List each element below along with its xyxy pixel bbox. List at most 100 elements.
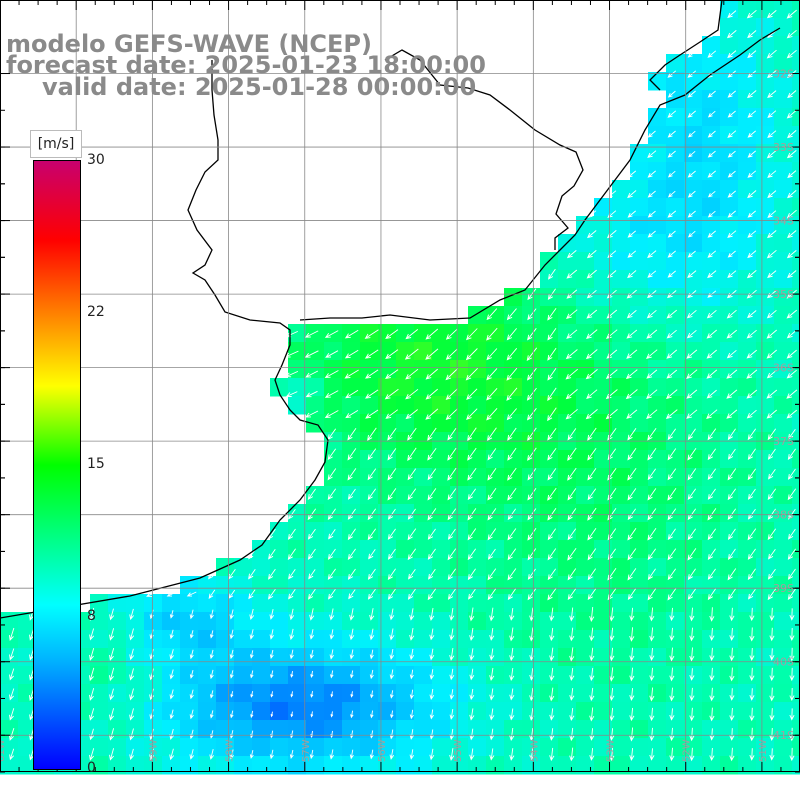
wind-arrow	[445, 368, 459, 381]
wind-arrow	[706, 389, 717, 399]
wind-arrow	[647, 528, 657, 541]
wind-arrow	[687, 428, 696, 441]
wind-arrow	[746, 369, 758, 379]
wind-arrow	[749, 647, 755, 662]
wind-arrow	[649, 727, 655, 742]
wind-arrow	[88, 607, 95, 622]
wind-arrow	[707, 548, 716, 561]
wind-arrow	[727, 170, 736, 178]
wind-arrow	[425, 408, 439, 420]
wind-arrow	[787, 130, 797, 139]
wind-arrow	[387, 588, 396, 600]
wind-arrow	[766, 409, 777, 419]
wind-arrow	[747, 230, 757, 238]
wind-arrow	[747, 70, 757, 78]
wind-arrow	[9, 688, 15, 701]
longitude-label: 56W	[377, 739, 388, 762]
wind-arrow	[768, 468, 776, 480]
wind-arrow	[288, 569, 296, 580]
wind-arrow	[768, 548, 776, 560]
wind-arrow	[747, 210, 756, 218]
wind-arrow	[566, 250, 577, 259]
wind-arrow	[747, 548, 756, 560]
wind-arrow	[567, 447, 577, 461]
wind-arrow	[229, 609, 234, 620]
wind-arrow	[747, 130, 756, 138]
wind-arrow	[486, 348, 498, 361]
wind-arrow	[349, 649, 354, 660]
wind-arrow	[669, 708, 675, 721]
wind-arrow	[689, 668, 695, 681]
wind-arrow	[547, 328, 557, 341]
wind-arrow	[667, 468, 677, 481]
wind-arrow	[487, 508, 497, 521]
wind-arrow	[766, 309, 777, 319]
wind-arrow	[747, 90, 757, 99]
wind-arrow	[606, 309, 618, 319]
wind-arrow	[627, 588, 636, 601]
wind-arrow	[407, 528, 417, 541]
wind-arrow	[364, 329, 379, 339]
wind-arrow	[709, 607, 715, 622]
wind-arrow	[766, 49, 777, 59]
wind-arrow	[507, 487, 517, 501]
wind-arrow	[687, 508, 697, 521]
wind-arrow	[507, 427, 517, 441]
wind-arrow	[586, 309, 598, 319]
latitude-label: 36S	[773, 362, 794, 375]
wind-arrow	[565, 309, 578, 319]
wind-arrow	[287, 528, 296, 540]
wind-arrow	[747, 190, 757, 199]
wind-arrow	[287, 548, 296, 561]
wind-arrow	[329, 629, 335, 640]
wind-arrow	[89, 708, 95, 721]
latitude-labels: 32S 33S 34S 35S 36S 37S 38S 39S 40S 41S	[773, 68, 794, 743]
wind-arrow	[409, 669, 414, 680]
wind-arrow	[467, 488, 477, 501]
wind-arrow	[707, 230, 716, 238]
longitude-label: 53W	[606, 739, 617, 762]
wind-arrow	[746, 270, 757, 279]
wind-arrow	[609, 627, 615, 642]
wind-arrow	[330, 711, 334, 718]
wind-arrow	[589, 607, 595, 622]
wind-arrow	[209, 748, 215, 760]
wind-arrow	[465, 328, 478, 341]
wind-arrow	[647, 150, 657, 158]
wind-arrow	[787, 588, 796, 601]
wind-arrow	[769, 648, 775, 661]
wind-arrow	[667, 548, 677, 561]
wind-arrow	[269, 609, 275, 620]
wind-arrow	[627, 528, 637, 541]
wind-arrow	[489, 728, 495, 741]
wind-arrow	[387, 448, 397, 461]
wind-arrow	[365, 409, 379, 419]
wind-arrow	[369, 628, 375, 641]
wind-arrow	[467, 528, 477, 541]
wind-arrow	[409, 749, 415, 760]
wind-arrow	[427, 528, 436, 540]
wind-arrow	[310, 691, 314, 698]
wind-arrow	[370, 710, 374, 719]
wind-arrow	[506, 328, 517, 341]
wind-arrow	[507, 467, 517, 481]
wind-arrow	[344, 369, 359, 379]
wind-arrow	[547, 407, 557, 422]
wind-arrow	[626, 409, 638, 419]
wind-arrow	[328, 588, 336, 600]
wind-arrow	[409, 628, 415, 641]
wind-arrow	[767, 588, 777, 601]
wind-arrow	[669, 687, 675, 702]
wind-arrow	[8, 727, 15, 741]
wind-arrow	[389, 608, 395, 621]
wind-arrow	[347, 428, 357, 441]
wind-arrow	[307, 528, 316, 540]
wind-arrow	[385, 349, 399, 360]
wind-arrow	[629, 748, 635, 761]
wind-arrow	[667, 150, 676, 158]
wind-arrow	[729, 728, 735, 741]
wind-arrow	[627, 428, 637, 441]
wind-arrow	[304, 350, 319, 358]
wind-arrow	[687, 190, 696, 198]
wind-arrow	[509, 608, 515, 621]
